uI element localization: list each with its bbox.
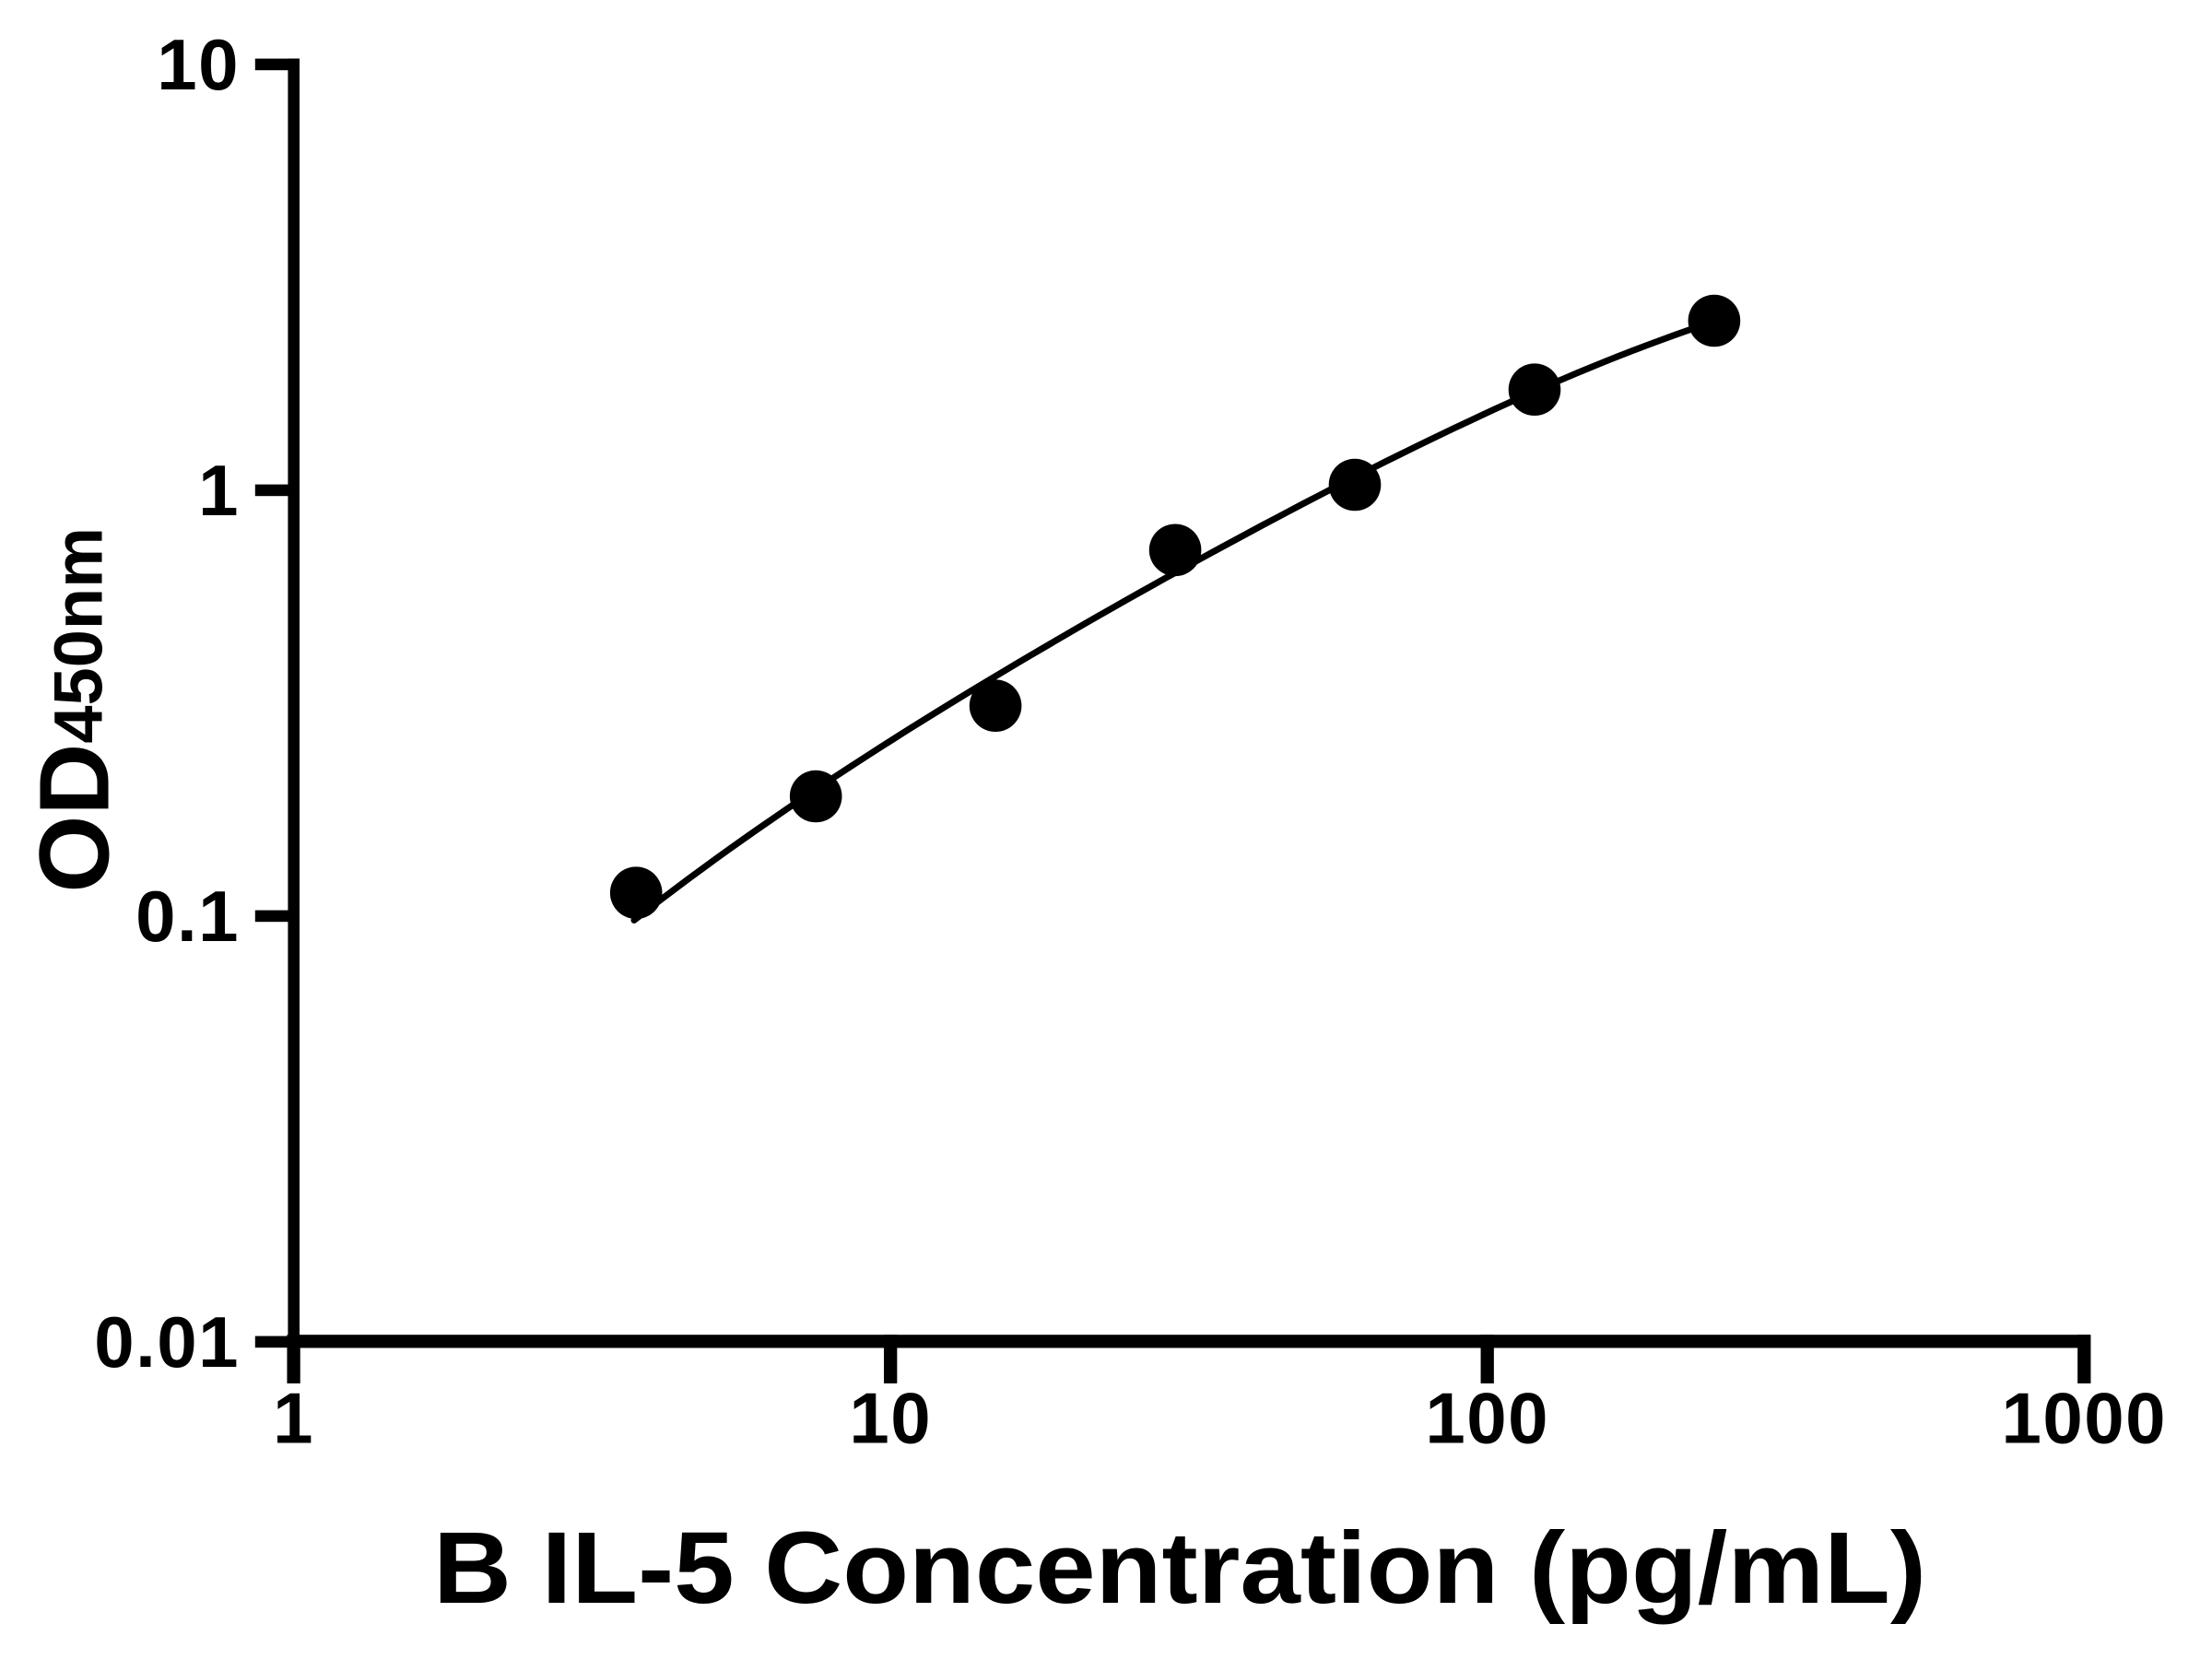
svg-text:1000: 1000 xyxy=(2002,1378,2168,1459)
svg-text:B IL-5 Concentration (pg/mL): B IL-5 Concentration (pg/mL) xyxy=(433,1512,1926,1625)
svg-text:0.1: 0.1 xyxy=(135,876,240,957)
svg-text:10: 10 xyxy=(157,24,240,105)
svg-text:10: 10 xyxy=(849,1378,932,1459)
svg-text:100: 100 xyxy=(1425,1378,1549,1459)
svg-text:1: 1 xyxy=(198,450,240,531)
svg-text:0.01: 0.01 xyxy=(94,1301,240,1382)
svg-text:1: 1 xyxy=(273,1378,314,1459)
